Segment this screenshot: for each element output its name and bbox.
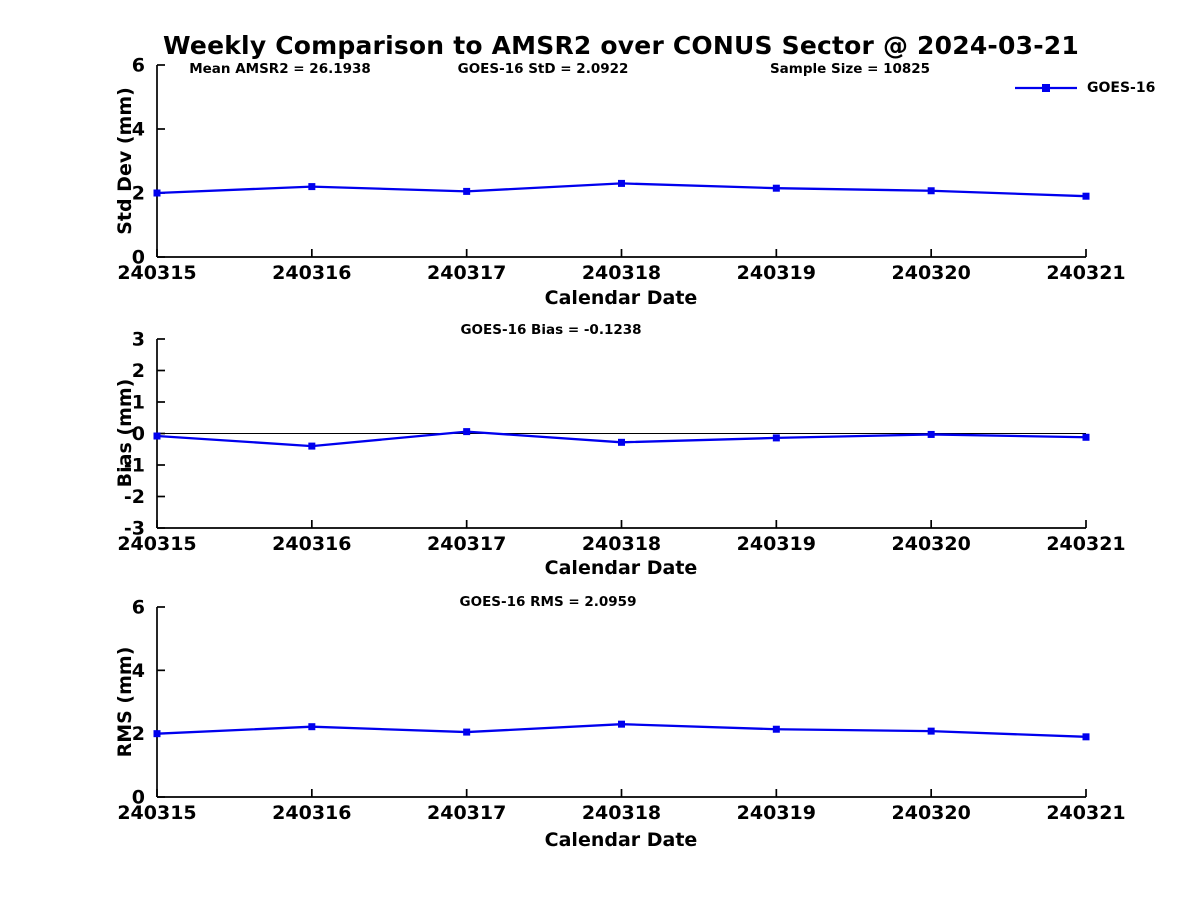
bias-subplot-y-tick-label: 2	[132, 360, 145, 382]
bias-subplot-y-tick-label: -2	[124, 486, 145, 508]
rms-subplot-x-tick-label: 240318	[582, 802, 661, 824]
std-dev-subplot-data-point-marker	[153, 189, 161, 197]
bias-subplot-y-tick-label: 0	[132, 423, 145, 445]
bias-subplot-data-point-marker	[618, 438, 625, 446]
bias-subplot-y-tick-label: -3	[124, 518, 145, 540]
legend-line-marker-icon	[1015, 84, 1077, 92]
rms-subplot-x-tick-label: 240316	[272, 802, 351, 824]
rms-subplot-y-tick-label: 0	[132, 787, 145, 809]
bias-subplot-x-tick-label: 240316	[272, 533, 351, 555]
figure-title: Weekly Comparison to AMSR2 over CONUS Se…	[163, 31, 1079, 60]
stat-mean-amsr2: Mean AMSR2 = 26.1938	[189, 61, 371, 77]
std-dev-subplot-y-tick-label: 0	[132, 247, 145, 269]
bias-subplot-data-point-marker	[1082, 433, 1090, 441]
bias-subplot-x-tick-label: 240320	[892, 533, 971, 555]
std-dev-subplot-data-point-marker	[463, 187, 471, 195]
rms-subplot-y-tick-label: 4	[132, 660, 145, 682]
bias-subplot-y-tick-label: 3	[132, 329, 145, 351]
std-dev-subplot-y-tick-label: 2	[132, 183, 145, 205]
std-dev-subplot-x-tick-label: 240315	[117, 262, 196, 284]
legend: GOES-16	[1013, 80, 1155, 96]
bias-annotation: GOES-16 Bias = -0.1238	[460, 322, 642, 338]
std-dev-subplot-data-point-marker	[618, 179, 625, 187]
stddev-x-axis-label: Calendar Date	[544, 287, 698, 309]
bias-subplot-x-tick-label: 240318	[582, 533, 661, 555]
rms-subplot-data-point-marker	[463, 728, 471, 736]
legend-label: GOES-16	[1087, 80, 1156, 96]
stat-goes16-std: GOES-16 StD = 2.0922	[457, 61, 629, 77]
std-dev-subplot-x-tick-label: 240319	[737, 262, 816, 284]
bias-subplot-data-point-marker	[308, 442, 316, 450]
std-dev-subplot-x-tick-label: 240320	[892, 262, 971, 284]
bias-subplot-x-tick-label: 240315	[117, 533, 196, 555]
bias-subplot-x-tick-label: 240319	[737, 533, 816, 555]
rms-subplot-x-tick-label: 240321	[1046, 802, 1125, 824]
rms-subplot-data-point-marker	[153, 730, 161, 738]
bias-subplot-data-point-marker	[772, 434, 780, 442]
bias-subplot-y-tick-label: -1	[124, 455, 145, 477]
rms-subplot-y-tick-label: 2	[132, 723, 145, 745]
rms-subplot-x-tick-label: 240315	[117, 802, 196, 824]
std-dev-subplot-x-tick-label: 240321	[1046, 262, 1125, 284]
bias-subplot-y-tick-label: 1	[132, 392, 145, 414]
rms-x-axis-label: Calendar Date	[544, 829, 698, 851]
rms-subplot-data-point-marker	[927, 727, 935, 735]
rms-subplot-y-tick-label: 6	[132, 597, 145, 619]
std-dev-subplot-x-tick-label: 240318	[582, 262, 661, 284]
bias-x-axis-label: Calendar Date	[544, 557, 698, 579]
rms-subplot-x-tick-label: 240320	[892, 802, 971, 824]
bias-subplot-x-tick-label: 240317	[427, 533, 506, 555]
rms-subplot-data-point-marker	[1082, 733, 1090, 741]
bias-subplot-x-tick-label: 240321	[1046, 533, 1125, 555]
std-dev-subplot-x-tick-label: 240316	[272, 262, 351, 284]
std-dev-subplot-data-point-marker	[308, 183, 316, 191]
bias-subplot-data-point-marker	[927, 430, 935, 438]
std-dev-subplot-y-tick-label: 6	[132, 55, 145, 77]
bias-subplot-data-point-marker	[463, 428, 471, 436]
rms-annotation: GOES-16 RMS = 2.0959	[459, 594, 637, 610]
rms-subplot-data-point-marker	[772, 725, 780, 733]
stat-sample-size: Sample Size = 10825	[769, 61, 931, 77]
std-dev-subplot-data-point-marker	[927, 187, 935, 195]
std-dev-subplot-data-point-marker	[772, 184, 780, 192]
rms-subplot-data-point-marker	[618, 720, 625, 728]
rms-subplot-data-point-marker	[308, 723, 316, 731]
bias-subplot-data-point-marker	[153, 432, 161, 440]
std-dev-subplot-data-point-marker	[1082, 192, 1090, 200]
rms-subplot-x-tick-label: 240317	[427, 802, 506, 824]
std-dev-subplot-y-tick-label: 4	[132, 119, 145, 141]
rms-subplot-x-tick-label: 240319	[737, 802, 816, 824]
std-dev-subplot-x-tick-label: 240317	[427, 262, 506, 284]
